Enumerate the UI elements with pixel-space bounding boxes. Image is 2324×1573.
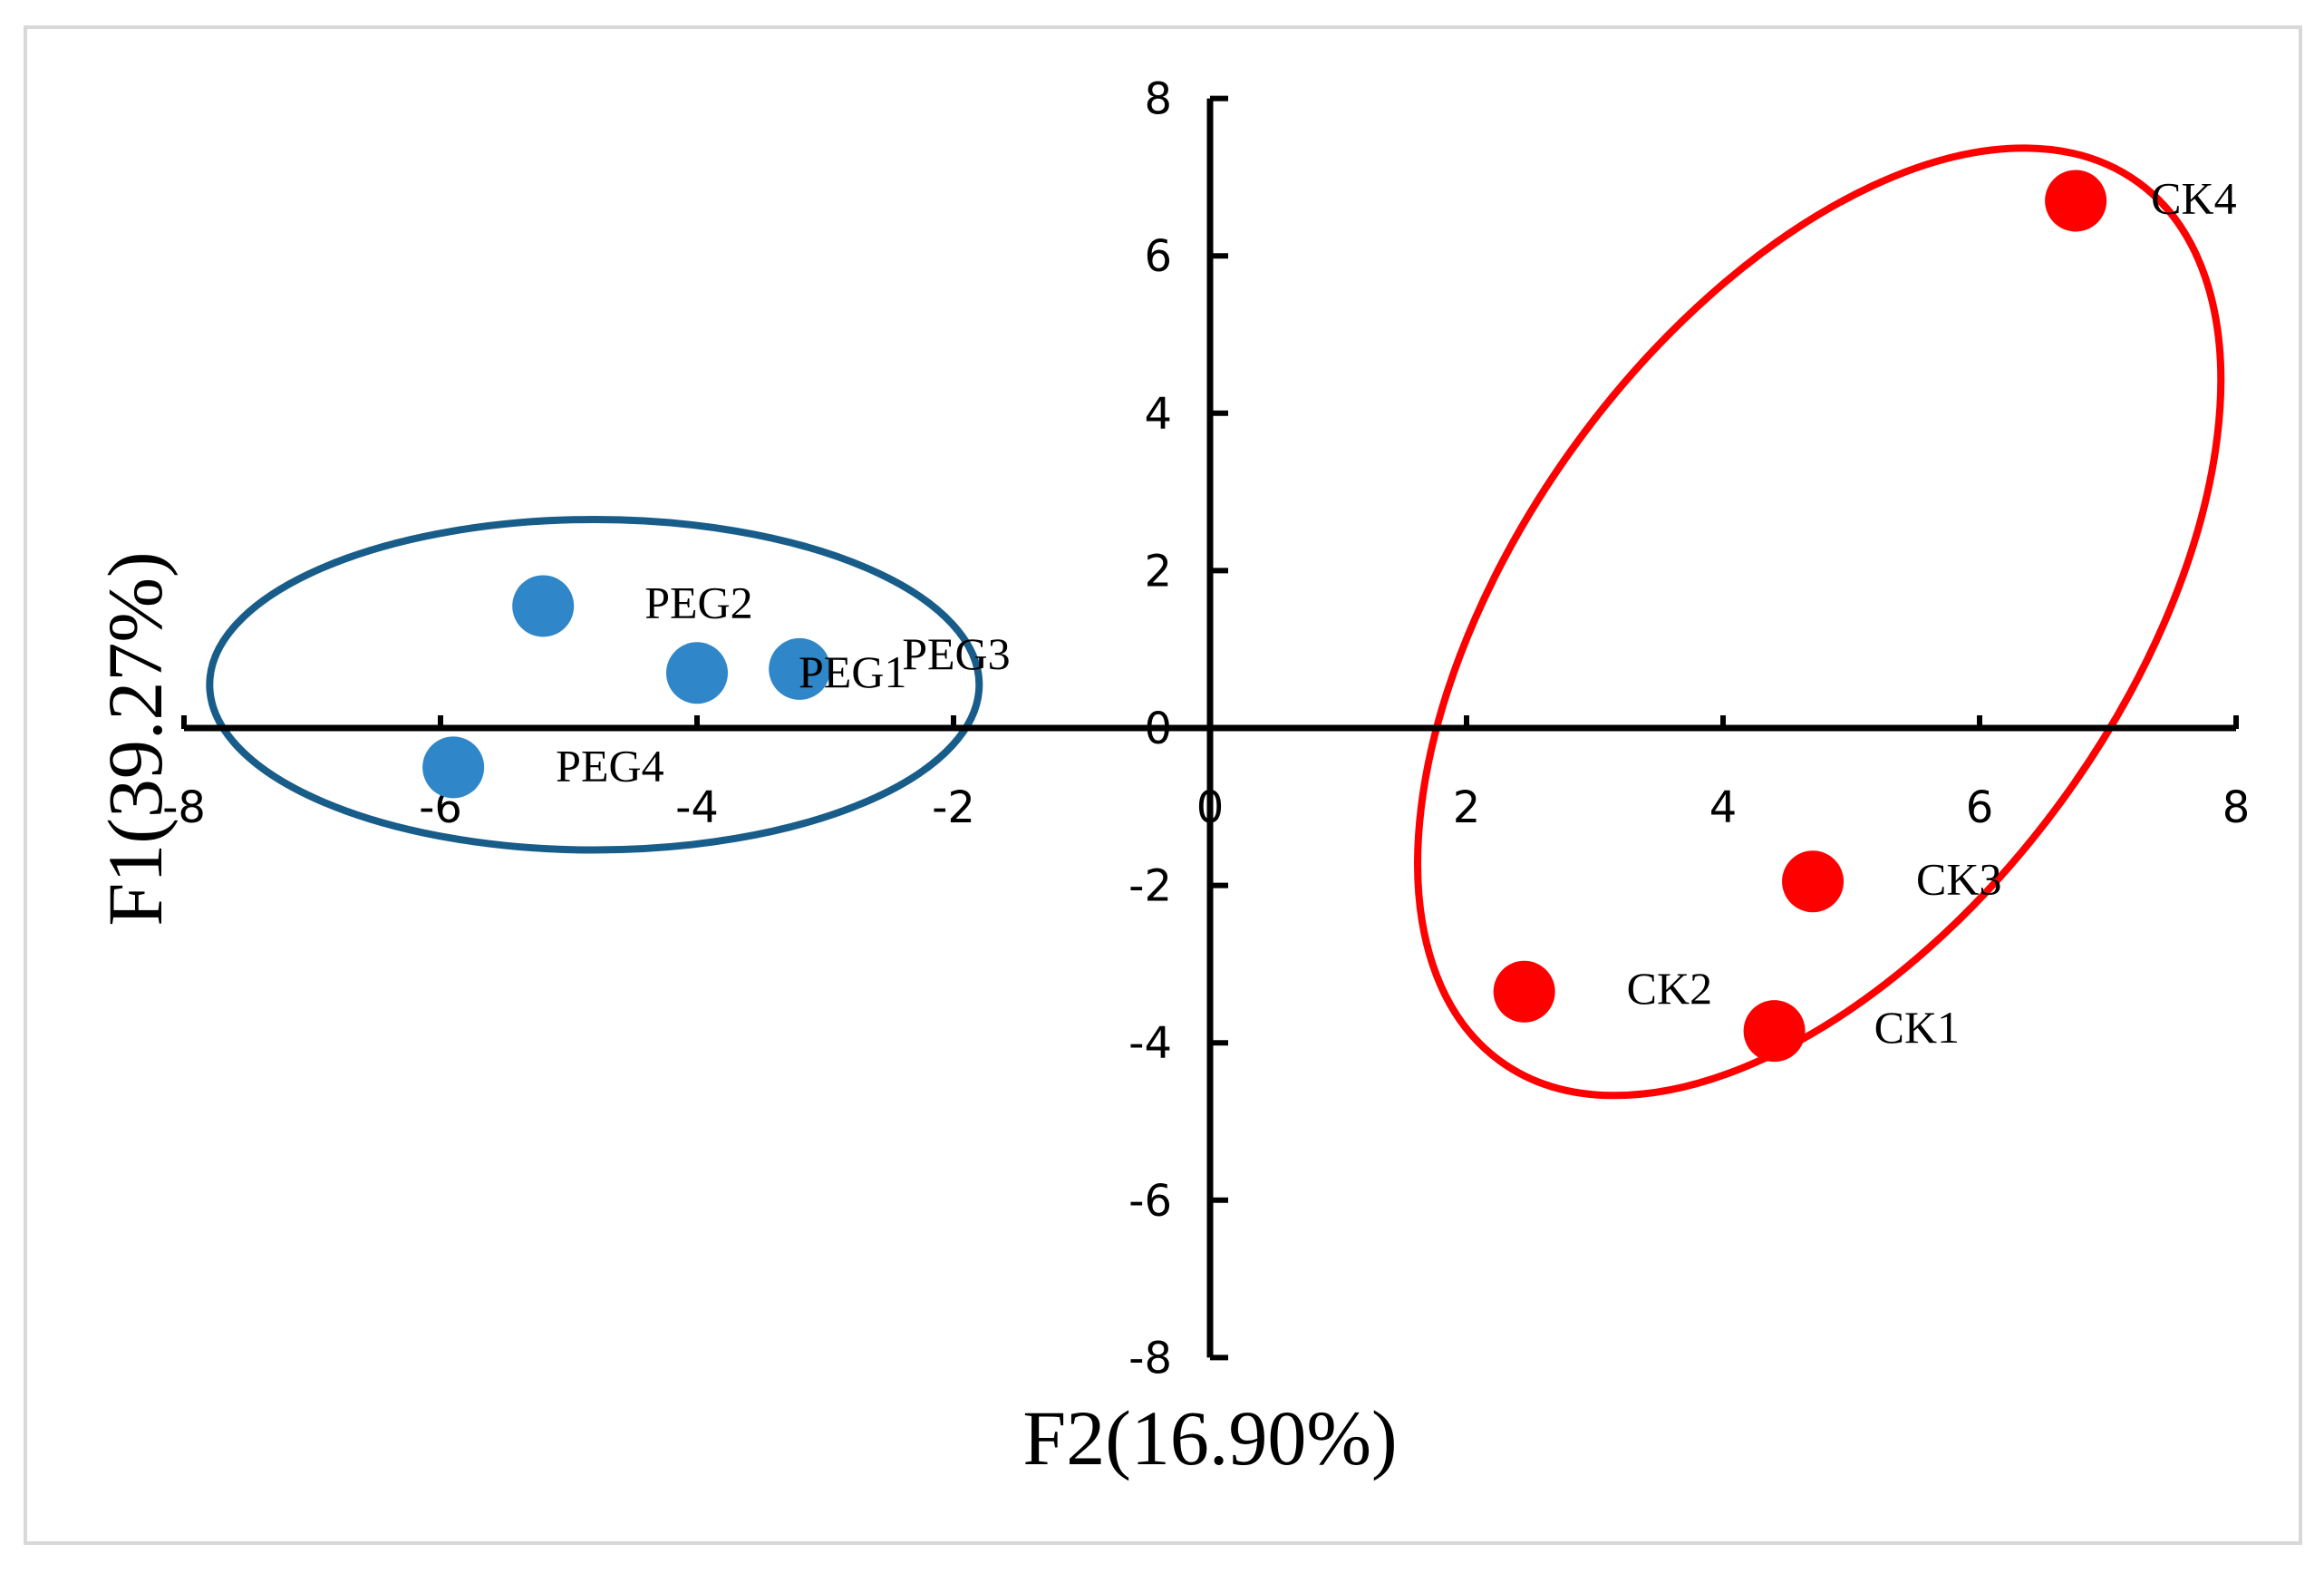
y-tick-label-4: 4 [1144,389,1172,440]
y-tick-label--8: -8 [1128,1333,1172,1384]
x-tick-label-8: 8 [2222,782,2251,833]
point-label-peg1: PEG1 [799,646,906,697]
data-points [422,170,2107,1063]
x-tick-label-2: 2 [1453,782,1481,833]
y-tick-label-0: 0 [1144,704,1172,754]
x-tick-label-0: 0 [1196,782,1225,833]
point-peg4 [422,736,485,799]
point-label-ck1: CK1 [1874,1002,1960,1053]
point-label-peg2: PEG2 [644,577,752,627]
y-axis-ticks: -8 -6 -4 -2 0 2 4 6 8 [1128,74,1228,1384]
x-tick-label-6: 6 [1966,782,1994,833]
point-label-peg3: PEG3 [902,628,1010,679]
y-tick-label--6: -6 [1128,1176,1172,1227]
y-tick-label-6: 6 [1144,231,1172,282]
point-label-peg4: PEG4 [556,740,663,791]
group-ellipses [206,144,2225,1100]
point-peg3 [769,637,831,700]
point-ck1 [1743,1000,1806,1063]
point-label-ck3: CK3 [1916,853,2001,904]
y-tick-label--2: -2 [1128,861,1172,912]
y-tick-label-2: 2 [1144,546,1172,597]
point-peg1 [666,642,728,704]
point-label-ck4: CK4 [2151,172,2236,223]
point-label-ck2: CK2 [1627,963,1712,1014]
point-ck4 [2045,170,2107,232]
x-tick-label--4: -4 [675,782,719,833]
y-tick-label-8: 8 [1144,74,1172,125]
y-axis-title: F1(39.27%) [92,551,179,926]
point-ck2 [1493,960,1555,1023]
x-tick-label--8: -8 [162,782,206,833]
point-peg2 [512,575,575,637]
x-axis-ticks: -8 -6 -4 -2 0 2 4 6 8 [162,715,2250,833]
x-tick-label-4: 4 [1709,782,1738,833]
y-tick-label--4: -4 [1128,1018,1172,1069]
group-ellipse-1 [206,515,983,854]
x-tick-label--2: -2 [932,782,975,833]
point-ck3 [1782,850,1845,913]
x-axis-title: F2(16.90%) [1022,1394,1397,1481]
chart-frame [24,25,2302,1545]
group-ellipse-2 [1414,144,2225,1100]
